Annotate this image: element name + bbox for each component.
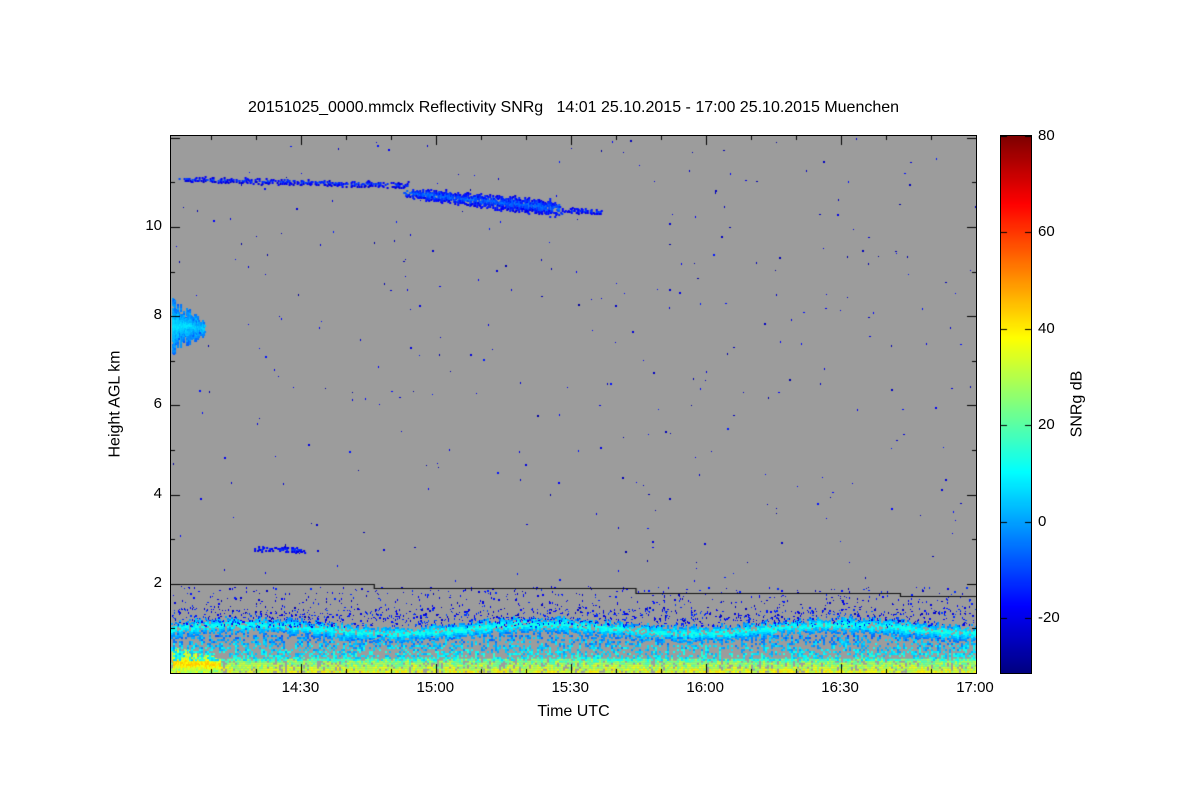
colorbar-tick-label: 0 [1038, 512, 1047, 530]
colorbar-tick-label: 60 [1038, 223, 1055, 241]
x-tick-label: 17:00 [956, 679, 994, 696]
colorbar-tick-label: 20 [1038, 416, 1055, 434]
heatmap-canvas [170, 135, 977, 674]
colorbar-label: SNRg dB [1056, 135, 1098, 672]
colorbar-tick-label: -20 [1038, 609, 1060, 627]
colorbar-canvas [1000, 135, 1032, 674]
x-tick-label: 14:30 [281, 679, 320, 696]
plot-title: 20151025_0000.mmclx Reflectivity SNRg 14… [247, 99, 900, 116]
colorbar-tick-label: 80 [1038, 127, 1055, 144]
y-tick-label: 10 [145, 216, 162, 234]
x-tick-label: 15:30 [551, 679, 589, 696]
x-tick-label: 15:00 [416, 679, 455, 696]
y-tick-label: 4 [153, 484, 162, 502]
x-axis-label: Time UTC [537, 703, 610, 720]
y-tick-label: 8 [153, 306, 162, 324]
y-tick-label: 2 [153, 573, 162, 591]
x-tick-label: 16:30 [821, 679, 859, 696]
colorbar-tick-label: 40 [1038, 319, 1055, 337]
x-tick-label: 16:00 [686, 679, 724, 696]
y-tick-label: 6 [153, 395, 162, 413]
